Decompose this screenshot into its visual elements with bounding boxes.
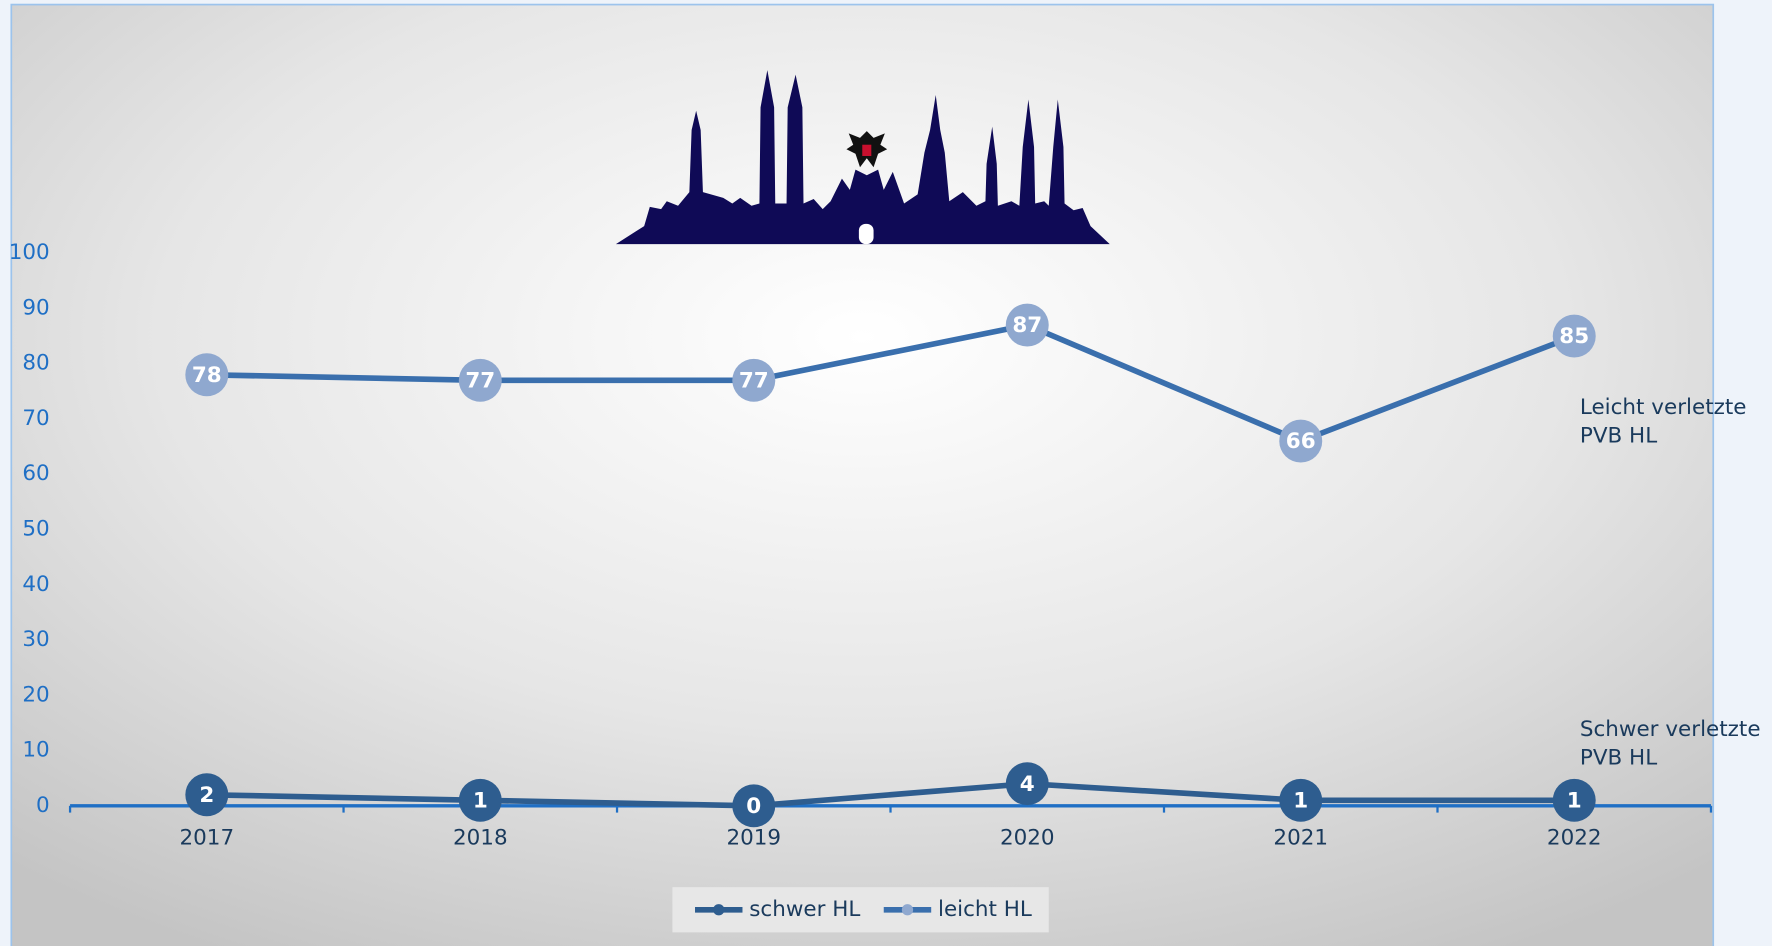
data-label: 77 (739, 368, 769, 393)
data-label: 85 (1559, 324, 1589, 349)
skyline-logo (615, 70, 1110, 245)
annotation: PVB HL (1580, 423, 1657, 448)
series-line (206, 780, 1575, 809)
x-tick-label: 2021 (1273, 826, 1328, 851)
legend-label: schwer HL (749, 897, 860, 922)
y-tick-label: 50 (22, 517, 49, 542)
x-tick-label: 2019 (726, 826, 781, 851)
y-tick-label: 60 (22, 461, 49, 486)
data-point (1552, 778, 1596, 822)
legend-marker (901, 904, 914, 916)
data-label: 1 (473, 788, 488, 813)
data-label: 77 (465, 368, 495, 393)
y-tick-label: 90 (22, 295, 49, 320)
data-point (185, 353, 229, 397)
data-label: 87 (1012, 313, 1042, 338)
series-line (206, 322, 1576, 445)
y-tick-label: 100 (9, 240, 50, 265)
data-label: 1 (1293, 788, 1308, 813)
data-point (185, 773, 229, 817)
data-point (1279, 419, 1323, 463)
x-tick-label: 2017 (179, 826, 234, 851)
data-label: 4 (1020, 772, 1035, 797)
data-point (458, 778, 502, 822)
data-label: 2 (199, 783, 214, 808)
data-label: 66 (1286, 429, 1316, 454)
legend-marker (713, 904, 725, 916)
y-tick-label: 10 (22, 738, 49, 763)
x-tick-label: 2022 (1547, 826, 1602, 851)
x-tick-label: 2018 (453, 826, 508, 851)
y-tick-label: 0 (36, 793, 50, 818)
data-point (732, 358, 776, 402)
data-point (732, 784, 776, 828)
legend-label: leicht HL (938, 897, 1032, 922)
annotation: Schwer verletzte (1580, 717, 1761, 742)
y-tick-label: 40 (22, 572, 49, 597)
data-point (1279, 778, 1323, 822)
y-tick-label: 70 (22, 406, 49, 431)
y-tick-label: 30 (22, 627, 49, 652)
data-point (1005, 303, 1049, 347)
data-label: 0 (746, 794, 761, 819)
x-tick-label: 2020 (1000, 826, 1055, 851)
data-point (1552, 314, 1596, 358)
y-tick-label: 80 (22, 351, 49, 376)
data-label: 1 (1567, 788, 1582, 813)
y-tick-label: 20 (22, 682, 49, 707)
data-point (1005, 762, 1049, 806)
annotation: Leicht verletzte (1580, 395, 1747, 420)
annotation: PVB HL (1580, 745, 1657, 770)
data-label: 78 (192, 363, 222, 388)
data-point (458, 358, 502, 402)
